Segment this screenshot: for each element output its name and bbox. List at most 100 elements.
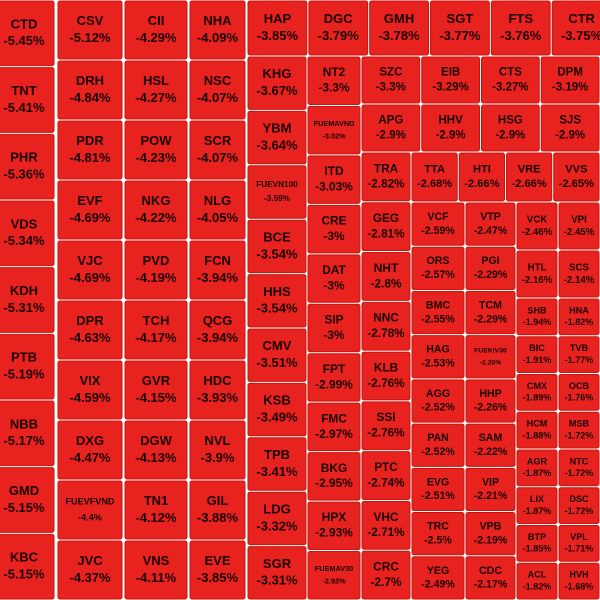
change: -1.71% <box>565 544 594 554</box>
tile <box>0 467 55 533</box>
ticker: TPB <box>264 447 290 462</box>
change: -2.7% <box>370 575 401 589</box>
change: -2.47% <box>474 225 508 237</box>
change: -2.74% <box>367 475 405 489</box>
tile <box>361 550 411 600</box>
change: -2.68% <box>417 178 452 190</box>
change: -5.41% <box>3 100 45 115</box>
ticker: KDH <box>10 283 38 298</box>
tile <box>465 290 516 335</box>
tile <box>516 250 558 298</box>
tile <box>189 180 246 240</box>
change: -2.51% <box>421 490 455 502</box>
change: -5.19% <box>3 367 45 382</box>
ticker: HNA <box>569 305 589 315</box>
tile <box>490 0 551 56</box>
ticker: VHC <box>374 510 399 524</box>
ticker: FCN <box>204 253 231 268</box>
change: -4.84% <box>69 90 111 105</box>
tile <box>57 60 123 120</box>
tile <box>361 451 411 500</box>
change: -2.95% <box>315 476 353 490</box>
tile <box>189 300 246 360</box>
change: -2.22% <box>474 446 508 458</box>
ticker: SHB <box>527 305 547 315</box>
change: -4.22% <box>135 210 177 225</box>
tile <box>558 298 600 336</box>
ticker: CTS <box>499 67 522 79</box>
change: -3.77% <box>439 28 481 43</box>
change: -4.27% <box>135 90 177 105</box>
change: -1.87% <box>523 468 552 478</box>
tile <box>0 67 55 133</box>
tile <box>57 480 123 540</box>
change: -4.69% <box>69 270 111 285</box>
change: -3.51% <box>256 355 298 370</box>
change: -4.15% <box>135 390 177 405</box>
change: -2.52% <box>421 446 455 458</box>
tile <box>411 290 465 335</box>
change: -5.34% <box>3 233 45 248</box>
ticker: BTP <box>528 532 546 542</box>
ticker: QCG <box>203 313 233 328</box>
tile <box>465 512 516 556</box>
ticker: GIL <box>207 493 229 508</box>
tile <box>516 298 558 336</box>
tile <box>481 56 540 104</box>
ticker: HHV <box>438 115 463 127</box>
change: -3.54% <box>256 301 298 316</box>
change: -2.57% <box>421 269 455 281</box>
ticker: DGC <box>324 11 354 26</box>
ticker: SCR <box>204 133 232 148</box>
ticker: NKG <box>142 193 171 208</box>
ticker: TCH <box>143 313 170 328</box>
tile <box>307 353 361 402</box>
ticker: CII <box>148 13 165 28</box>
ticker: VPB <box>480 521 502 533</box>
tile <box>124 480 188 540</box>
ticker: JVC <box>77 553 103 568</box>
ticker: LIX <box>530 494 544 504</box>
ticker: GMD <box>9 483 39 498</box>
change: -2.45% <box>564 227 595 238</box>
ticker: EVF <box>77 193 102 208</box>
ticker: GMH <box>384 11 414 26</box>
ticker: CMX <box>527 381 547 391</box>
change: -2.65% <box>559 178 594 190</box>
tile <box>506 152 553 202</box>
change: -2.78% <box>367 326 405 340</box>
ticker: TVB <box>570 343 589 353</box>
tile <box>307 551 361 600</box>
tile <box>124 540 188 600</box>
ticker: BCE <box>263 229 291 244</box>
change: -2.52% <box>421 402 455 414</box>
change: -2.14% <box>564 275 595 286</box>
change: -2.71% <box>367 525 405 539</box>
ticker: NSC <box>204 73 232 88</box>
ticker: SZC <box>379 67 402 79</box>
tile <box>411 556 465 600</box>
ticker: NHT <box>374 261 399 275</box>
ticker: HTI <box>473 164 491 176</box>
tile <box>361 152 411 202</box>
ticker: TRC <box>427 521 449 533</box>
ticker: BIC <box>529 343 545 353</box>
ticker: VCF <box>427 211 449 223</box>
change: -2.59% <box>421 225 455 237</box>
tile <box>247 0 308 56</box>
change: -4.07% <box>197 90 239 105</box>
change: -3.54% <box>256 246 298 261</box>
ticker: PTC <box>374 460 398 474</box>
change: -5.36% <box>3 167 45 182</box>
change: -3.3% <box>376 82 406 94</box>
ticker: VPI <box>571 214 587 225</box>
tile <box>465 379 516 423</box>
change: -1.72% <box>565 506 594 516</box>
ticker: SGT <box>447 11 474 26</box>
tile <box>57 360 123 420</box>
ticker: PTB <box>11 350 37 365</box>
tile <box>57 540 123 600</box>
change: -1.72% <box>565 430 594 440</box>
change: -2.9% <box>495 130 525 142</box>
ticker: NBB <box>10 416 38 431</box>
